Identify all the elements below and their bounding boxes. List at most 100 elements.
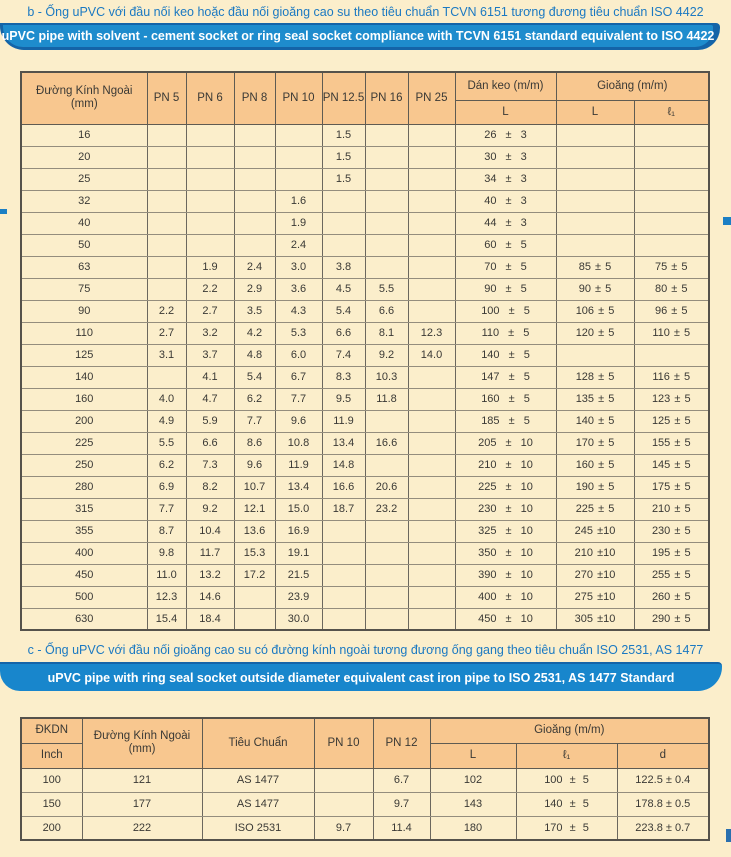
- table-cell: [364, 233, 409, 257]
- table-cell: [633, 123, 710, 147]
- table-row: 140 4.1 5.4 6.7 8.3 10.3 147 ± 5 128 ± 5 116 ± 5: [20, 365, 710, 389]
- table2-header: ĐKDN Đường Kính Ngoài (mm) Tiêu Chuẩn PN…: [20, 717, 710, 769]
- table-cell: 200: [20, 815, 83, 841]
- table-cell: 230 ± 5: [633, 519, 710, 543]
- table-cell: 125: [20, 343, 148, 367]
- table-cell: [185, 123, 235, 147]
- col-header-pn16: PN 16: [364, 71, 409, 125]
- table-cell: [633, 145, 710, 169]
- table-cell: [407, 453, 456, 477]
- table-cell: 110 ± 5: [633, 321, 710, 345]
- table-cell: 230 ± 10: [454, 497, 557, 521]
- table-cell: 44 ± 3: [454, 211, 557, 235]
- table-cell: 160 ± 5: [555, 453, 635, 477]
- table-cell: 275 ±10: [555, 585, 635, 609]
- table-cell: 10.3: [364, 365, 409, 389]
- table-cell: 26 ± 3: [454, 123, 557, 147]
- section-b-banner: uPVC pipe with solvent - cement socket o…: [0, 23, 720, 50]
- table2-header-row-2: Inch L ℓ₁ d: [20, 742, 710, 769]
- table-row: 25 1.5 34 ± 3: [20, 167, 710, 191]
- table-cell: 106 ± 5: [555, 299, 635, 323]
- col-header-outer-diameter-mm-unit: (mm): [128, 743, 156, 756]
- table-cell: [321, 541, 366, 565]
- table-cell: 210 ± 5: [633, 497, 710, 521]
- table-cell: 290 ± 5: [633, 607, 710, 631]
- table-cell: 225 ± 5: [555, 497, 635, 521]
- table-cell: 100: [20, 767, 83, 793]
- table-cell: 315: [20, 497, 148, 521]
- table-cell: 122.5 ± 0.4: [616, 767, 710, 793]
- table-cell: [407, 233, 456, 257]
- table-cell: 90 ± 5: [454, 277, 557, 301]
- table-cell: 225 ± 10: [454, 475, 557, 499]
- table-row: 200 222 ISO 2531 9.7 11.4 180 170 ± 5 223.8 ± 0…: [20, 815, 710, 841]
- table1-header-row-1: Đường Kính Ngoài (mm) PN 5 PN 6 PN 8 PN …: [20, 71, 710, 125]
- table-cell: 30.0: [274, 607, 323, 631]
- table-cell: 450: [20, 563, 148, 587]
- table-cell: 3.1: [146, 343, 187, 367]
- table-cell: 400: [20, 541, 148, 565]
- table-cell: 3.2: [185, 321, 235, 345]
- table-cell: [633, 233, 710, 257]
- table-cell: 9.8: [146, 541, 187, 565]
- table-cell: [146, 189, 187, 213]
- table-cell: [407, 431, 456, 455]
- table-row: 75 2.2 2.9 3.6 4.5 5.5 90 ± 5 90 ± 5 80 ± 5: [20, 277, 710, 301]
- table-cell: 9.2: [185, 497, 235, 521]
- table-cell: 1.5: [321, 145, 366, 169]
- table-cell: [364, 255, 409, 279]
- table-cell: 13.4: [321, 431, 366, 455]
- table-cell: 21.5: [274, 563, 323, 587]
- table-cell: 8.1: [364, 321, 409, 345]
- table-cell: [321, 189, 366, 213]
- table-cell: 96 ± 5: [633, 299, 710, 323]
- table-cell: 210 ± 10: [454, 453, 557, 477]
- table-cell: [407, 409, 456, 433]
- table-cell: 4.8: [233, 343, 276, 367]
- table-cell: [233, 189, 276, 213]
- table-cell: [407, 585, 456, 609]
- table-cell: [313, 767, 374, 793]
- table-cell: 20: [20, 145, 148, 169]
- table-cell: 245 ±10: [555, 519, 635, 543]
- table-cell: 85 ± 5: [555, 255, 635, 279]
- table-cell: 5.9: [185, 409, 235, 433]
- table-cell: 4.5: [321, 277, 366, 301]
- table-cell: 4.2: [233, 321, 276, 345]
- table-cell: [364, 519, 409, 543]
- table-cell: 40 ± 3: [454, 189, 557, 213]
- table-cell: 123 ± 5: [633, 387, 710, 411]
- table-row: 90 2.2 2.7 3.5 4.3 5.4 6.6 100 ± 5 106 ± 5 96 ± 5: [20, 299, 710, 323]
- table-cell: [364, 607, 409, 631]
- table-cell: 125 ± 5: [633, 409, 710, 433]
- table-cell: [146, 167, 187, 191]
- table-cell: 3.8: [321, 255, 366, 279]
- col-subheader-gioang-d: d: [616, 742, 710, 769]
- table-cell: 6.7: [372, 767, 431, 793]
- table-cell: 9.7: [372, 791, 431, 817]
- table-cell: 1.6: [274, 189, 323, 213]
- table-cell: 9.6: [274, 409, 323, 433]
- table-cell: 3.5: [233, 299, 276, 323]
- table-cell: 121: [81, 767, 203, 793]
- table-cell: 2.4: [274, 233, 323, 257]
- table-cell: [407, 145, 456, 169]
- table-cell: [407, 607, 456, 631]
- table-cell: 260 ± 5: [633, 585, 710, 609]
- table-cell: [555, 123, 635, 147]
- table-cell: 5.4: [321, 299, 366, 323]
- table-cell: [364, 541, 409, 565]
- table-cell: 1.9: [274, 211, 323, 235]
- table-cell: 10.4: [185, 519, 235, 543]
- table-cell: 5.5: [364, 277, 409, 301]
- table-cell: [364, 145, 409, 169]
- table-cell: [407, 255, 456, 279]
- table-cell: [233, 607, 276, 631]
- table-cell: [146, 211, 187, 235]
- table-cell: 8.6: [233, 431, 276, 455]
- col-header-standard: Tiêu Chuẩn: [201, 717, 315, 769]
- table-cell: [185, 189, 235, 213]
- table-cell: 63: [20, 255, 148, 279]
- col-header-dkdn: ĐKDN: [20, 717, 83, 744]
- table-cell: 135 ± 5: [555, 387, 635, 411]
